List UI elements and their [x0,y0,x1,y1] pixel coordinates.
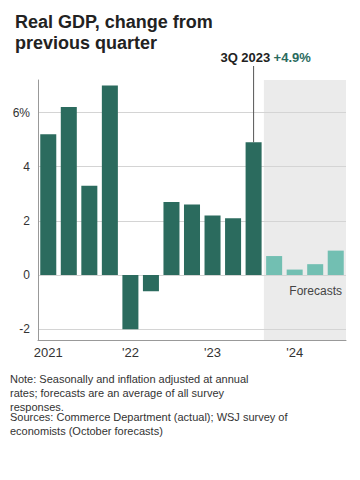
svg-text:2: 2 [23,214,30,228]
svg-text:previous quarter: previous quarter [15,33,157,53]
svg-text:-2: -2 [19,322,30,336]
svg-text:Real GDP, change from: Real GDP, change from [15,12,218,32]
svg-text:responses.: responses. [10,401,64,413]
svg-text:'22: '22 [122,345,139,360]
svg-text:6%: 6% [13,106,31,120]
svg-text:Note: Seasonally and inflation: Note: Seasonally and inflation adjusted … [10,373,252,385]
svg-text:'24: '24 [286,345,303,360]
svg-text:3Q 2023: 3Q 2023 [220,50,270,65]
svg-text:0: 0 [23,268,30,282]
svg-text:'23: '23 [204,345,221,360]
svg-text:Forecasts: Forecasts [289,284,342,298]
svg-text:Sources: Commerce Department (: Sources: Commerce Department (actual); W… [10,411,291,423]
svg-text:+4.9%: +4.9% [274,50,312,65]
svg-text:4: 4 [23,160,30,174]
svg-text:economists (October forecasts): economists (October forecasts) [10,425,163,437]
svg-text:2021: 2021 [34,345,63,360]
svg-text:rates; forecasts are an averag: rates; forecasts are an average of all s… [10,387,227,399]
